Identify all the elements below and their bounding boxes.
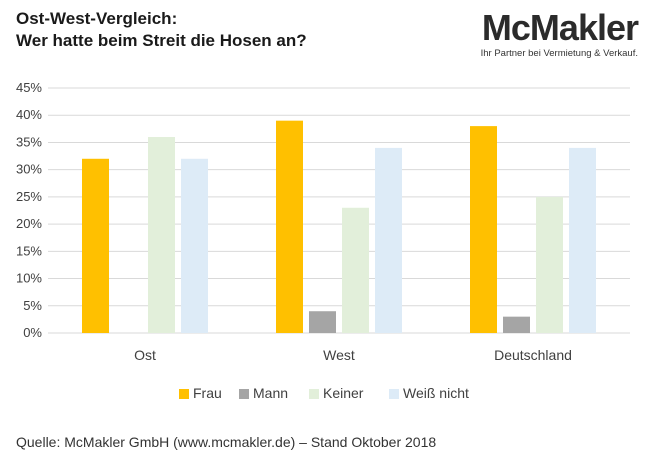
bar-wei-nicht-ost [181, 158, 208, 333]
y-tick-label: 0% [23, 325, 42, 340]
mcmakler-logo: McMakler Ihr Partner bei Vermietung & Ve… [480, 7, 639, 60]
bar-frau-ost [82, 158, 109, 333]
y-tick-label: 25% [16, 189, 42, 204]
title-line-1: Ost-West-Vergleich: [16, 9, 178, 28]
bar-mann-west [309, 311, 336, 333]
y-tick-label: 30% [16, 162, 42, 177]
y-tick-label: 45% [16, 80, 42, 95]
legend-label: Frau [193, 385, 222, 401]
bar-keiner-ost [148, 137, 175, 333]
bar-mann-deutschland [503, 316, 530, 333]
bar-keiner-deutschland [536, 196, 563, 333]
legend-swatch [239, 389, 249, 399]
y-tick-label: 5% [23, 298, 42, 313]
chart-title: Ost-West-Vergleich: Wer hatte beim Strei… [16, 8, 307, 52]
logo-tagline: Ihr Partner bei Vermietung & Verkauf. [480, 48, 638, 59]
source-note: Quelle: McMakler GmbH (www.mcmakler.de) … [16, 434, 437, 450]
legend-swatch [179, 389, 189, 399]
legend-label: Keiner [323, 385, 364, 401]
y-tick-label: 20% [16, 216, 42, 231]
legend-label: Weiß nicht [403, 385, 469, 401]
y-tick-label: 10% [16, 271, 42, 286]
bar-frau-west [276, 120, 303, 334]
bar-wei-nicht-deutschland [569, 147, 596, 333]
y-tick-label: 15% [16, 243, 42, 258]
bar-frau-deutschland [470, 126, 497, 333]
legend-swatch [389, 389, 399, 399]
x-category-label: Ost [134, 347, 156, 363]
title-line-2: Wer hatte beim Streit die Hosen an? [16, 31, 307, 50]
legend-swatch [309, 389, 319, 399]
bar-keiner-west [342, 207, 369, 333]
x-category-label: West [323, 347, 355, 363]
bar-wei-nicht-west [375, 147, 402, 333]
logo-wordmark: McMakler [481, 7, 639, 48]
y-tick-label: 40% [16, 107, 42, 122]
legend-label: Mann [253, 385, 288, 401]
x-category-label: Deutschland [494, 347, 572, 363]
y-tick-label: 35% [16, 134, 42, 149]
